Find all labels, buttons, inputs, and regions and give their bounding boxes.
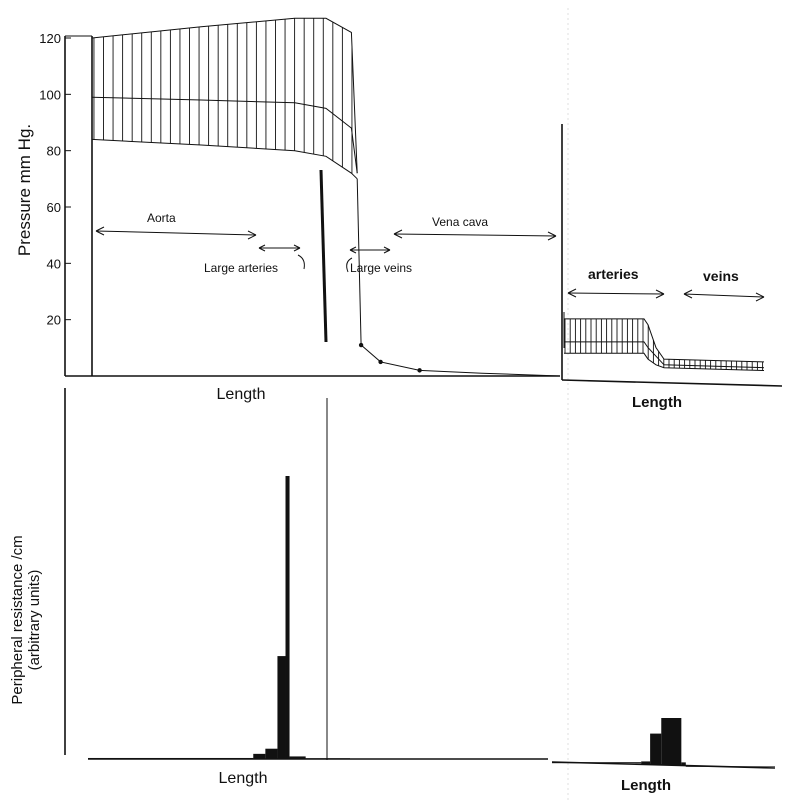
- large-arteries-hook: [297, 254, 305, 270]
- systolic-pressure-line: [91, 17, 358, 174]
- large-veins-arrow: [349, 246, 391, 254]
- pressure-y-ticks: 20 40 60 80 100 120: [39, 31, 71, 328]
- resistance-bar: [265, 748, 278, 759]
- pressure-x-axis-label: Length: [217, 386, 266, 403]
- pulmonary-resistance-bar: [685, 766, 775, 767]
- arteries-arrow: [567, 288, 665, 299]
- systemic-resistance-panel: Peripheral resistance /cm (arbitrary uni…: [9, 388, 548, 787]
- pulmonary-pulse-hatching: [564, 318, 764, 371]
- y-tick-label: 120: [39, 31, 61, 46]
- pulmonary-diastolic-line: [564, 352, 765, 371]
- y-tick-label: 40: [47, 256, 61, 271]
- annotation-veins: veins: [703, 268, 739, 284]
- large-veins-hook: [346, 257, 353, 273]
- pulmonary-pressure-panel: arteries veins Length: [561, 124, 783, 411]
- resistance-x-axis-label: Length: [219, 770, 268, 787]
- veins-arrow: [683, 289, 765, 302]
- pressure-drop-segment: [319, 169, 328, 343]
- annotation-aorta: Aorta: [147, 211, 176, 225]
- resistance-bars: [88, 476, 350, 759]
- pressure-pulse-hatching: [93, 18, 353, 174]
- venous-pressure-point: [417, 368, 422, 373]
- pulmonary-resistance-bar: [552, 762, 642, 764]
- mean-pressure-line: [91, 96, 358, 174]
- pulmonary-resistance-bar: [650, 733, 662, 765]
- systemic-pressure-panel: Pressure mm Hg. 20 40 60 80 100 120 Aorta Lar…: [15, 17, 561, 403]
- y-tick-label: 80: [47, 144, 61, 159]
- y-tick-label: 100: [39, 87, 61, 102]
- pulmonary-resistance-bars: [552, 718, 775, 767]
- y-tick-label: 20: [47, 313, 61, 328]
- pulmonary-systolic-line: [564, 318, 765, 363]
- annotation-arteries: arteries: [588, 266, 639, 282]
- resistance-bar: [285, 476, 290, 759]
- pressure-y-axis-label: Pressure mm Hg.: [15, 124, 34, 256]
- pulmonary-resistance-bar: [641, 761, 651, 765]
- pulmonary-resistance-x-axis-label: Length: [621, 777, 671, 794]
- venous-pressure-point: [378, 359, 383, 365]
- annotation-vena-cava: Vena cava: [432, 215, 488, 229]
- pulmonary-resistance-panel: Length: [551, 718, 776, 794]
- resistance-y-axis-label: Peripheral resistance /cm: [9, 535, 26, 704]
- resistance-bar: [289, 756, 306, 759]
- large-arteries-arrow: [258, 244, 301, 252]
- diastolic-pressure-line: [91, 138, 358, 180]
- pulmonary-mean-line: [564, 341, 765, 369]
- y-tick-label: 60: [47, 200, 61, 215]
- venous-pressure-line: [356, 178, 561, 377]
- venous-pressure-point: [358, 342, 364, 348]
- pulmonary-x-axis-label: Length: [632, 394, 682, 411]
- venous-pressure-points: [358, 342, 422, 373]
- resistance-bar: [253, 753, 266, 759]
- aorta-arrow: [95, 226, 257, 240]
- annotation-large-veins: Large veins: [350, 261, 412, 275]
- pulmonary-resistance-bar: [661, 718, 682, 766]
- resistance-bar: [88, 757, 254, 759]
- pulmonary-x-axis: [561, 379, 783, 387]
- resistance-bar: [305, 758, 350, 759]
- resistance-bar: [277, 656, 286, 759]
- vena-cava-arrow: [393, 229, 557, 241]
- annotation-large-arteries: Large arteries: [204, 261, 278, 275]
- resistance-y-axis-label-units: (arbitrary units): [26, 570, 43, 671]
- pulmonary-resistance-bar: [681, 762, 686, 766]
